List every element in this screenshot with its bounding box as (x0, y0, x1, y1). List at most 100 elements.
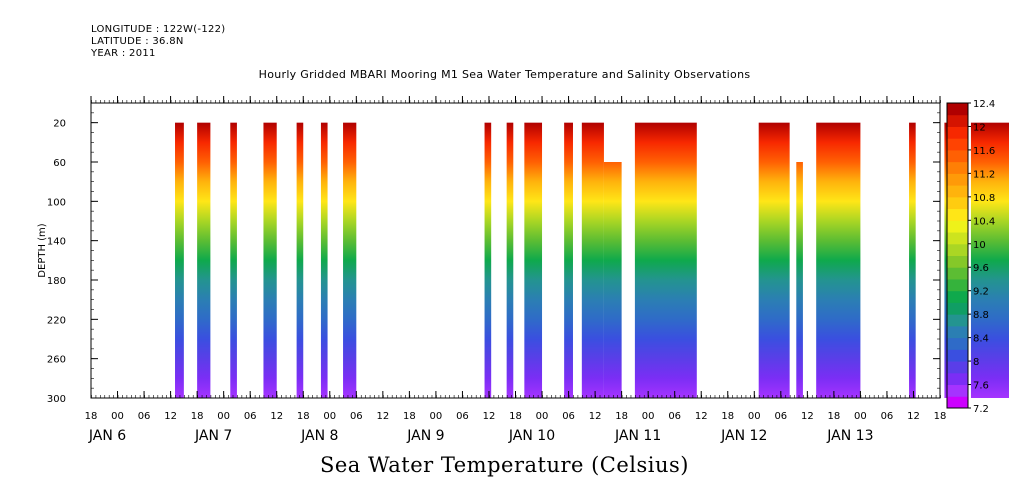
x-tick-label: 00 (642, 411, 655, 422)
x-tick-label: 06 (668, 411, 681, 422)
y-axis-label: DEPTH (m) (37, 223, 48, 277)
x-tick-label: 12 (695, 411, 708, 422)
x-tick-label: 12 (589, 411, 602, 422)
colorbar-label: 8.4 (973, 334, 989, 345)
data-segment (506, 122, 514, 399)
x-tick-label: 00 (217, 411, 230, 422)
x-tick-label: 12 (801, 411, 814, 422)
colorbar-swatch (947, 243, 968, 256)
colorbar-swatch (947, 361, 968, 374)
colorbar-swatch (947, 220, 968, 233)
axes: 18 00 06 12 18 00 06 12 18 00 06 12 18 00 06 12 18 00 06 12… (37, 96, 946, 444)
colorbar: 12.4 12 11.6 11.2 10.8 10.4 10 9.6 9.2 8.8 8.4 8 7.6… (946, 99, 995, 415)
data-segment (296, 122, 304, 399)
x-day-label: JAN 12 (720, 428, 767, 444)
colorbar-label: 9.2 (973, 287, 989, 298)
colorbar-label: 10 (973, 240, 986, 251)
data-segment (484, 122, 492, 399)
x-tick-label: 18 (721, 411, 734, 422)
colorbar-swatch (947, 290, 968, 303)
y-tick-label: 260 (47, 355, 66, 366)
x-tick-label: 18 (297, 411, 310, 422)
colorbar-swatch (947, 349, 968, 362)
x-tick-label: 12 (907, 411, 920, 422)
colorbar-swatch (947, 325, 968, 339)
x-tick-label: 18 (509, 411, 522, 422)
y-tick-label: 100 (47, 197, 66, 208)
colorbar-swatch (947, 196, 968, 210)
colorbar-swatch (947, 267, 968, 280)
colorbar-label: 12.4 (973, 99, 995, 110)
x-tick-label: 18 (85, 411, 98, 422)
colorbar-swatch (947, 255, 968, 268)
data-segment (758, 122, 790, 399)
colorbar-swatch (947, 126, 968, 139)
data-segment (816, 122, 861, 399)
colorbar-swatch (947, 384, 968, 397)
x-tick-label: 06 (350, 411, 363, 422)
data-segment (909, 122, 916, 399)
colorbar-swatch (947, 114, 968, 127)
y-tick-label: 220 (47, 315, 66, 326)
plot-area (91, 103, 940, 398)
x-day-label: JAN 9 (406, 428, 444, 444)
colorbar-swatch (947, 149, 968, 163)
observation-segments (175, 122, 1009, 399)
x-tick-label: 00 (748, 411, 761, 422)
data-segment (970, 122, 1009, 399)
latitude-label: LATITUDE : 36.8N (91, 36, 184, 47)
colorbar-label: 11.6 (973, 146, 995, 157)
colorbar-swatch (947, 302, 968, 315)
data-segment (343, 122, 357, 399)
colorbar-swatch (947, 396, 968, 409)
colorbar-swatch (947, 138, 968, 151)
x-tick-label: 00 (854, 411, 867, 422)
colorbar-swatch (947, 103, 968, 116)
colorbar-label: 10.8 (973, 193, 995, 204)
x-tick-label: 00 (111, 411, 124, 422)
data-segment (796, 162, 803, 398)
colorbar-caption: Sea Water Temperature (Celsius) (319, 453, 689, 477)
colorbar-swatch (947, 173, 968, 186)
x-tick-label: 00 (430, 411, 443, 422)
colorbar-label: 8 (973, 357, 979, 368)
x-tick-label: 18 (934, 411, 947, 422)
x-tick-label: 12 (164, 411, 177, 422)
x-tick-label: 06 (562, 411, 575, 422)
x-tick-label: 12 (483, 411, 496, 422)
colorbar-swatch (947, 208, 968, 221)
x-day-label: JAN 6 (88, 428, 126, 444)
x-tick-label: 06 (881, 411, 894, 422)
colorbar-label: 7.2 (973, 404, 989, 415)
data-segment (603, 162, 622, 398)
colorbar-swatch (947, 185, 968, 198)
colorbar-frame (946, 102, 969, 409)
data-segment (230, 122, 237, 399)
x-tick-label: 12 (376, 411, 389, 422)
y-tick-label: 20 (53, 119, 66, 130)
x-tick-label: 18 (403, 411, 416, 422)
colorbar-label: 7.6 (973, 381, 989, 392)
data-segment (581, 122, 604, 399)
x-tick-label: 06 (774, 411, 787, 422)
y-tick-label: 180 (47, 276, 66, 287)
x-tick-label: 06 (244, 411, 257, 422)
colorbar-swatch (947, 337, 968, 350)
x-day-label: JAN 7 (194, 428, 232, 444)
x-tick-label: 00 (536, 411, 549, 422)
y-tick-label: 300 (47, 394, 66, 405)
x-tick-label: 18 (615, 411, 628, 422)
data-segment (320, 122, 328, 399)
x-tick-label: 12 (270, 411, 283, 422)
x-tick-label: 18 (191, 411, 204, 422)
year-label: YEAR : 2011 (91, 48, 156, 59)
data-segment (564, 122, 573, 399)
x-day-label: JAN 8 (300, 428, 338, 444)
x-tick-label: 00 (323, 411, 336, 422)
colorbar-swatch (947, 314, 968, 327)
y-tick-label: 140 (47, 237, 66, 248)
colorbar-swatch (947, 278, 968, 292)
colorbar-swatch (947, 372, 968, 386)
longitude-label: LONGITUDE : 122W(-122) (91, 24, 226, 35)
